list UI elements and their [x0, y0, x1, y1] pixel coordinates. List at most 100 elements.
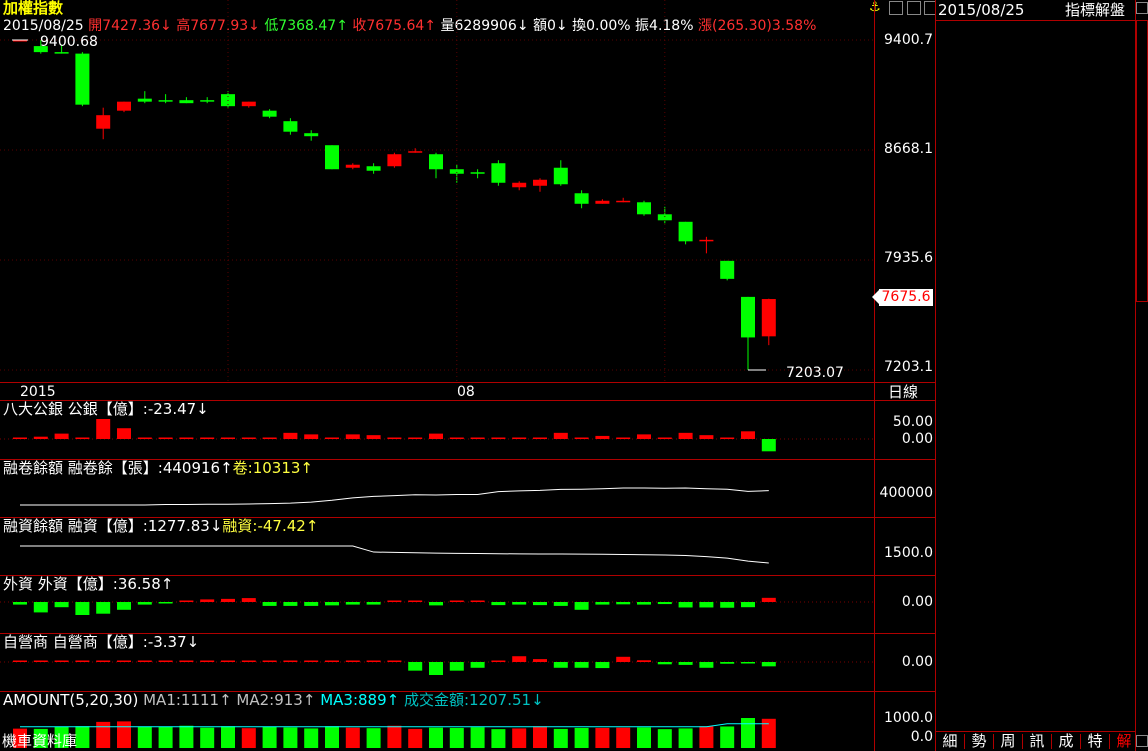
- indicator-bar: [429, 662, 443, 675]
- amount-panel-title-part: MA2:913↑: [236, 691, 321, 709]
- candle[interactable]: [304, 130, 319, 141]
- candle[interactable]: [345, 163, 360, 170]
- tab-news[interactable]: 訊: [1023, 734, 1052, 749]
- tab-detail[interactable]: 細: [936, 734, 965, 749]
- candle-body: [720, 260, 735, 279]
- indicator-bar: [13, 437, 27, 439]
- candle[interactable]: [117, 101, 131, 113]
- candle[interactable]: [637, 200, 651, 216]
- candle[interactable]: [429, 152, 443, 179]
- indicator-bar: [137, 660, 152, 662]
- amount-panel-axis-label: 0.0: [910, 729, 933, 745]
- candle[interactable]: [553, 160, 568, 186]
- indicator-bar: [387, 660, 402, 662]
- candle[interactable]: [158, 94, 173, 104]
- candle[interactable]: [470, 169, 485, 179]
- candle[interactable]: [33, 40, 48, 54]
- candle[interactable]: [179, 97, 194, 104]
- candle[interactable]: [75, 52, 90, 107]
- indicator-bar: [595, 662, 610, 669]
- indicator-bar: [761, 662, 776, 667]
- time-axis-year: 2015: [20, 384, 56, 400]
- amount-panel-chart[interactable]: [0, 692, 874, 751]
- candle[interactable]: [678, 221, 693, 245]
- watermark: 機車資料庫: [2, 732, 78, 750]
- candle[interactable]: [449, 164, 464, 183]
- panel5-bottom: [0, 691, 935, 692]
- volume-bar: [13, 728, 27, 748]
- price-axis-label-3: 7935.6: [884, 250, 933, 266]
- scroll-up-button[interactable]: [1136, 2, 1148, 14]
- amount-panel-title: AMOUNT(5,20,30) MA1:1111↑ MA2:913↑ MA3:8…: [3, 693, 544, 708]
- candle[interactable]: [595, 199, 610, 204]
- amount-panel-title-part: 成交金額:1207.51↓: [403, 691, 544, 709]
- volume-bar: [345, 727, 360, 748]
- indicator-bar: [720, 662, 735, 664]
- volume-bar: [33, 728, 48, 748]
- foreign-panel-chart[interactable]: [0, 576, 874, 633]
- tab-trend[interactable]: 勢: [965, 734, 994, 749]
- indicator-bar: [699, 435, 714, 439]
- candle[interactable]: [13, 40, 27, 42]
- tab-analysis[interactable]: 解: [1116, 732, 1132, 750]
- candle[interactable]: [512, 181, 527, 191]
- side-scrollbar[interactable]: [1136, 0, 1148, 751]
- indicator-bar: [678, 662, 693, 665]
- candle[interactable]: [699, 236, 714, 254]
- price-axis-label-4: 7203.1: [884, 359, 933, 375]
- candle[interactable]: [54, 44, 69, 54]
- volume-bar: [595, 727, 610, 748]
- tab-special[interactable]: 特: [1081, 734, 1110, 749]
- tab-volume[interactable]: 成: [1052, 734, 1081, 749]
- candle[interactable]: [366, 163, 381, 174]
- candle[interactable]: [262, 109, 277, 119]
- scroll-thumb[interactable]: [1136, 20, 1148, 302]
- candle[interactable]: [200, 97, 215, 104]
- indicator-bar: [657, 602, 672, 605]
- period-label[interactable]: 日線: [888, 383, 919, 401]
- candle-body: [761, 299, 776, 337]
- candle-body: [637, 202, 651, 215]
- candle[interactable]: [325, 145, 339, 170]
- margin-panel-title-part: 融資餘額 融資【億】:1277.83↓: [3, 517, 223, 535]
- bank-panel-title-part: 八大公銀 公銀【億】:-23.47↓: [3, 400, 209, 418]
- candle[interactable]: [533, 178, 547, 192]
- short-margin-panel-chart[interactable]: [0, 460, 874, 517]
- candlestick-chart[interactable]: [0, 0, 874, 382]
- margin-panel-chart[interactable]: [0, 518, 874, 575]
- candle[interactable]: [720, 260, 735, 281]
- candle-body: [657, 214, 672, 221]
- candle[interactable]: [221, 91, 235, 108]
- candle[interactable]: [137, 91, 152, 104]
- tab-week[interactable]: 周: [994, 734, 1023, 749]
- candle-body: [137, 98, 152, 102]
- candle[interactable]: [491, 160, 506, 186]
- volume-bar: [137, 726, 152, 748]
- header-change: 漲(265.30)3.58%: [697, 18, 817, 34]
- dealer-panel-chart[interactable]: [0, 634, 874, 691]
- candle[interactable]: [408, 148, 423, 153]
- candle[interactable]: [741, 296, 755, 370]
- candle-body: [595, 200, 610, 204]
- indicator-bar: [366, 602, 381, 605]
- candle[interactable]: [387, 152, 402, 168]
- candle[interactable]: [283, 118, 298, 135]
- indicator-bar: [283, 602, 298, 606]
- minimize-icon[interactable]: [889, 1, 903, 15]
- candle[interactable]: [574, 190, 589, 209]
- indicator-bar: [345, 434, 360, 439]
- candle-body: [325, 145, 339, 170]
- dealer-panel-title-part: 自營商 自營商【億】:-3.37↓: [3, 633, 200, 651]
- candle[interactable]: [96, 107, 111, 140]
- candle[interactable]: [761, 298, 776, 346]
- indicator-bar: [574, 602, 589, 610]
- candle[interactable]: [616, 197, 631, 203]
- indicator-bar: [200, 437, 215, 439]
- bank-panel-chart[interactable]: [0, 401, 874, 459]
- maximize-icon[interactable]: [907, 1, 921, 15]
- indicator-bar: [449, 600, 464, 602]
- short-margin-panel-axis-label: 400000: [879, 485, 933, 501]
- candle[interactable]: [241, 101, 256, 108]
- indicator-bar: [117, 602, 131, 610]
- indicator-bar: [449, 662, 464, 671]
